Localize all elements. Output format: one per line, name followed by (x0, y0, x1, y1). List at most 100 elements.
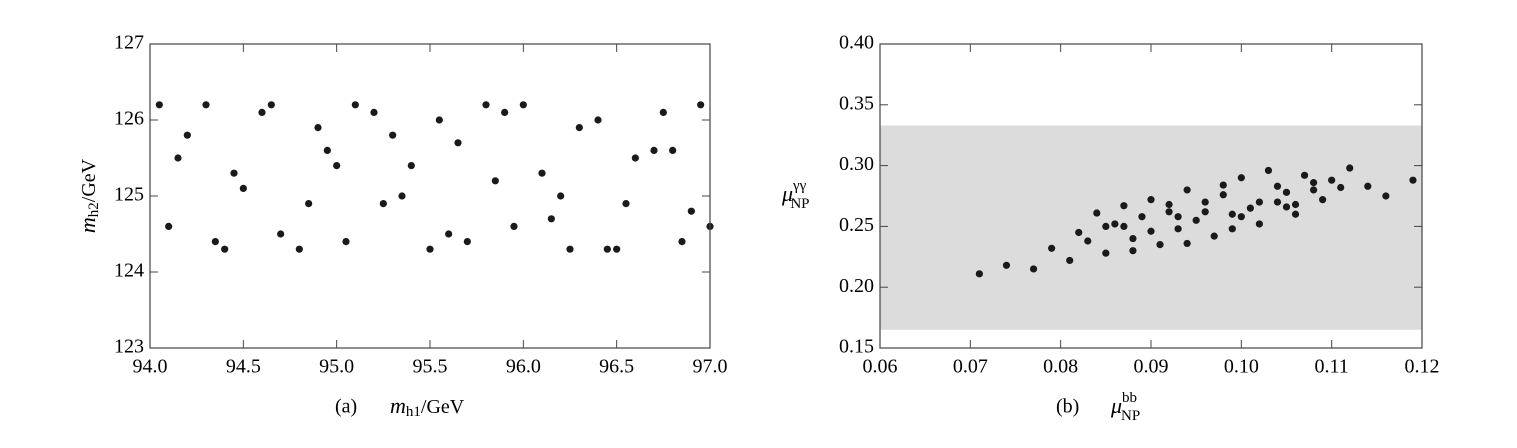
y-tick-label: 0.30 (839, 153, 874, 175)
point (463, 238, 471, 246)
point (1310, 179, 1318, 187)
x-tick-label: 96.0 (506, 356, 541, 378)
point (267, 101, 275, 109)
point (1246, 204, 1254, 212)
point (1337, 183, 1345, 192)
x-tick-label: 95.0 (319, 356, 354, 378)
point (1237, 174, 1245, 182)
point (1029, 265, 1038, 273)
point (1093, 209, 1101, 217)
point (678, 238, 686, 246)
axis-label: mh1/GeV (390, 393, 465, 420)
point (1192, 216, 1200, 224)
y-tick-label: 125 (114, 184, 144, 206)
point (183, 131, 191, 139)
point (501, 108, 509, 116)
point (1002, 261, 1011, 269)
x-tick-label: 0.08 (1043, 356, 1078, 378)
panel-label: (a) (335, 396, 357, 418)
point (1066, 256, 1074, 265)
y-tick-label: 0.35 (839, 92, 874, 114)
point (258, 108, 266, 116)
point (1228, 225, 1236, 233)
point (594, 116, 602, 124)
point (1048, 244, 1056, 252)
point (398, 192, 406, 200)
point (1300, 171, 1309, 179)
point (566, 245, 574, 253)
point (1183, 186, 1191, 194)
label-sup: γγ (792, 178, 807, 194)
point (697, 101, 705, 109)
x-tick-label: 0.11 (1315, 356, 1349, 378)
point (435, 116, 443, 124)
point (1328, 176, 1336, 184)
label-unit: /GeV (78, 158, 100, 202)
x-tick-label: 0.06 (863, 356, 898, 378)
point (1120, 202, 1128, 210)
point (1219, 181, 1227, 189)
x-tick-label: 94.0 (133, 356, 168, 378)
point (1409, 176, 1417, 184)
point (1129, 234, 1137, 243)
point (687, 207, 695, 215)
label-sub: NP (790, 196, 809, 212)
point (239, 184, 247, 192)
point (1319, 196, 1327, 204)
point (314, 124, 322, 132)
point (1291, 210, 1300, 218)
x-tick-label: 0.09 (1134, 356, 1169, 378)
point (351, 101, 359, 109)
label-symbol: m (75, 217, 100, 233)
point (631, 154, 639, 162)
point (379, 200, 387, 208)
point (557, 192, 565, 200)
point (1282, 203, 1291, 211)
point (1228, 210, 1236, 218)
point (547, 215, 555, 223)
point (305, 200, 313, 208)
point (650, 146, 658, 154)
point (155, 101, 163, 109)
point (1165, 208, 1173, 216)
x-tick-label: 97.0 (693, 356, 728, 378)
point (1237, 213, 1245, 221)
point (1255, 220, 1263, 228)
point (211, 238, 219, 246)
point (323, 146, 331, 154)
point (230, 169, 238, 177)
point (202, 101, 210, 109)
point (1291, 200, 1300, 209)
y-tick-label: 0.20 (839, 275, 874, 297)
point (482, 101, 490, 109)
point (1183, 239, 1191, 248)
x-tick-label: 95.5 (413, 356, 448, 378)
point (603, 245, 611, 253)
point (659, 108, 667, 116)
band (880, 125, 1422, 330)
point (1273, 198, 1282, 206)
point (1111, 220, 1119, 228)
point (1201, 208, 1209, 216)
point (1120, 222, 1128, 230)
label-unit: /GeV (421, 396, 465, 418)
point (1156, 241, 1164, 249)
point (538, 169, 546, 177)
point (1346, 164, 1354, 172)
point (1219, 191, 1227, 199)
point (613, 245, 621, 253)
y-tick-label: 126 (114, 108, 144, 130)
x-tick-label: 96.5 (599, 356, 634, 378)
y-tick-label: 0.15 (839, 336, 874, 358)
point (1138, 213, 1146, 221)
point (975, 270, 983, 278)
y-tick-label: 127 (114, 32, 144, 54)
x-tick-label: 94.5 (226, 356, 261, 378)
point (1174, 225, 1182, 233)
x-tick-label: 0.10 (1224, 356, 1259, 378)
point (295, 245, 303, 253)
point (174, 154, 182, 162)
label-sup: bb (1122, 390, 1137, 406)
y-tick-label: 124 (114, 260, 144, 282)
